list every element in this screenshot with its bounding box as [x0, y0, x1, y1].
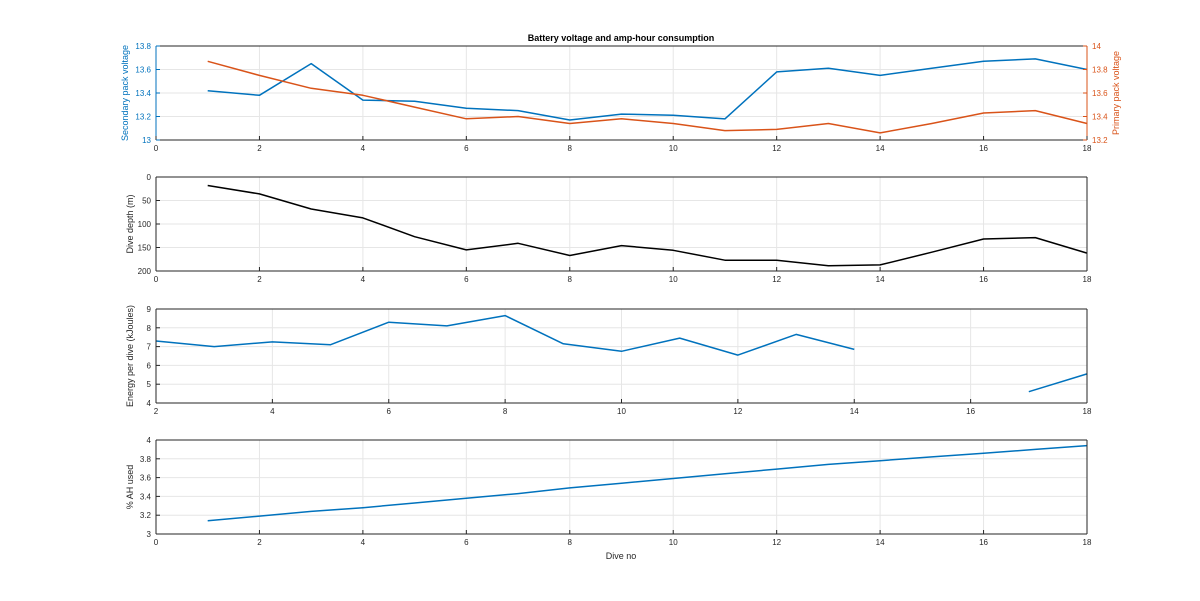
x-tick-label: 18	[1083, 275, 1092, 284]
y-axis-label: Secondary pack voltage	[120, 45, 130, 141]
right-y-tick-label: 13.4	[1092, 113, 1108, 122]
series-line-2	[207, 60, 1088, 134]
x-tick-label: 8	[568, 275, 573, 284]
x-tick-label: 16	[966, 407, 975, 416]
x-tick-label: 2	[257, 275, 262, 284]
x-tick-label: 16	[979, 538, 988, 547]
y-tick-label: 4	[147, 436, 152, 445]
x-tick-label: 4	[361, 275, 366, 284]
x-tick-label: 18	[1083, 407, 1092, 416]
x-tick-label: 12	[733, 407, 742, 416]
x-tick-label: 14	[876, 538, 885, 547]
y-tick-label: 3.6	[140, 474, 152, 483]
y-tick-label: 13.4	[135, 89, 151, 98]
y-tick-label: 5	[147, 380, 152, 389]
y-tick-label: 13	[142, 136, 151, 145]
y-tick-label: 0	[147, 173, 152, 182]
y-tick-label: 4	[147, 399, 152, 408]
y-tick-label: 3.4	[140, 492, 152, 501]
x-tick-label: 6	[464, 144, 469, 153]
right-y-axis-label: Primary pack voltage	[1111, 51, 1121, 135]
x-tick-label: 4	[270, 407, 275, 416]
x-tick-label: 12	[772, 275, 781, 284]
x-tick-label: 14	[876, 144, 885, 153]
series-line-1	[207, 444, 1088, 522]
series-line-1-segment-1	[155, 314, 855, 356]
y-tick-label: 8	[147, 324, 152, 333]
y-tick-label: 3.8	[140, 455, 152, 464]
right-y-tick-label: 14	[1092, 42, 1101, 51]
x-tick-label: 8	[568, 538, 573, 547]
plot-area	[156, 440, 1087, 534]
x-tick-label: 4	[361, 144, 366, 153]
x-tick-label: 0	[154, 275, 159, 284]
x-tick-label: 12	[772, 144, 781, 153]
y-tick-label: 7	[147, 343, 152, 352]
right-y-tick-label: 13.2	[1092, 136, 1108, 145]
x-tick-label: 4	[361, 538, 366, 547]
x-axis-label: Dive no	[606, 551, 637, 561]
y-tick-label: 200	[138, 267, 152, 276]
x-tick-label: 10	[617, 407, 626, 416]
subplot-1: 0 2 4 6 8 10 12 14 16 18 13 13.2 13.4 13.6 13.8 13.2 13.…	[120, 42, 1121, 153]
y-tick-label: 6	[147, 361, 152, 370]
y-tick-label: 50	[142, 197, 151, 206]
x-tick-label: 2	[257, 144, 262, 153]
x-tick-label: 18	[1083, 144, 1092, 153]
series-line-1	[207, 184, 1088, 267]
y-axis-label: Energy per dive (kJoules)	[125, 305, 135, 407]
y-tick-label: 150	[138, 244, 152, 253]
y-axis-label: Dive depth (m)	[125, 194, 135, 253]
x-tick-label: 0	[154, 538, 159, 547]
y-tick-label: 13.8	[135, 42, 151, 51]
x-tick-label: 6	[387, 407, 392, 416]
y-tick-label: 3	[147, 530, 152, 539]
x-tick-label: 10	[669, 144, 678, 153]
subplot-4: 0 2 4 6 8 10 12 14 16 18 3 3.2 3.4 3.6 3.8 4 % AH used	[125, 436, 1092, 547]
x-tick-label: 16	[979, 144, 988, 153]
y-tick-label: 100	[138, 220, 152, 229]
chart-title: Battery voltage and amp-hour consumption	[528, 33, 715, 43]
x-tick-label: 18	[1083, 538, 1092, 547]
y-tick-label: 13.6	[135, 66, 151, 75]
x-tick-label: 16	[979, 275, 988, 284]
x-tick-label: 14	[850, 407, 859, 416]
y-tick-label: 9	[147, 305, 152, 314]
x-tick-label: 0	[154, 144, 159, 153]
y-axis-label: % AH used	[125, 465, 135, 510]
x-tick-label: 8	[568, 144, 573, 153]
subplot-2: 0 2 4 6 8 10 12 14 16 18 0 50 100 150 200 Dive depth (m…	[125, 173, 1092, 284]
right-y-tick-label: 13.6	[1092, 89, 1108, 98]
x-tick-label: 10	[669, 538, 678, 547]
x-tick-label: 6	[464, 538, 469, 547]
x-tick-label: 2	[154, 407, 159, 416]
x-tick-label: 14	[876, 275, 885, 284]
x-tick-label: 8	[503, 407, 508, 416]
x-tick-label: 2	[257, 538, 262, 547]
right-y-tick-label: 13.8	[1092, 66, 1108, 75]
subplots: 0 2 4 6 8 10 12 14 16 181313.213.413.613.813.213.…	[120, 42, 1121, 547]
x-tick-label: 6	[464, 275, 469, 284]
x-tick-label: 12	[772, 538, 781, 547]
y-tick-label: 13.2	[135, 113, 151, 122]
series-line-1-segment-2	[1028, 373, 1088, 393]
x-tick-label: 10	[669, 275, 678, 284]
y-tick-label: 3.2	[140, 511, 152, 520]
